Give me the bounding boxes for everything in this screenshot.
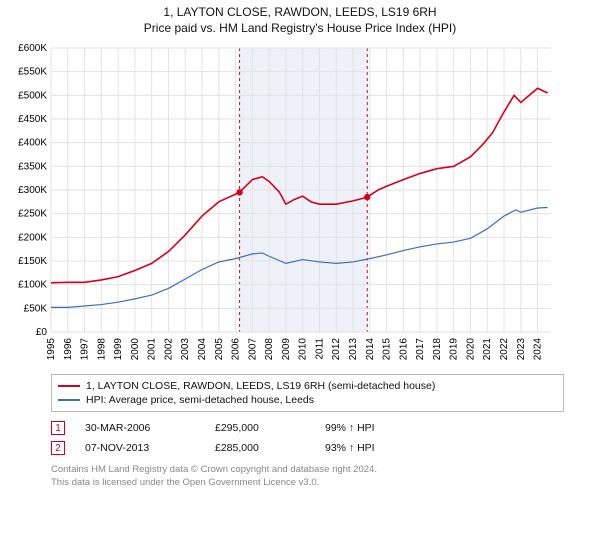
svg-text:£100K: £100K: [18, 280, 47, 291]
svg-text:2004: 2004: [197, 338, 208, 361]
svg-text:£400K: £400K: [18, 138, 47, 149]
svg-text:1997: 1997: [80, 338, 91, 361]
legend-swatch: [58, 399, 80, 401]
svg-text:£600K: £600K: [18, 43, 47, 54]
svg-text:1999: 1999: [113, 338, 124, 361]
svg-text:2016: 2016: [398, 338, 409, 361]
legend-label: HPI: Average price, semi-detached house,…: [86, 394, 314, 406]
transaction-price: £295,000: [215, 422, 305, 434]
svg-text:2021: 2021: [482, 338, 493, 361]
svg-text:2007: 2007: [247, 338, 258, 361]
legend-row: 1, LAYTON CLOSE, RAWDON, LEEDS, LS19 6RH…: [58, 379, 557, 393]
svg-text:1998: 1998: [96, 338, 107, 361]
transaction-marker: 2: [51, 441, 65, 455]
svg-text:£550K: £550K: [18, 67, 47, 78]
svg-text:2011: 2011: [314, 338, 325, 360]
legend-swatch: [58, 385, 80, 387]
svg-text:2003: 2003: [180, 338, 191, 361]
svg-text:2015: 2015: [382, 338, 393, 361]
svg-text:2006: 2006: [231, 338, 242, 361]
svg-text:2001: 2001: [147, 338, 158, 361]
svg-text:£0: £0: [36, 327, 48, 338]
svg-text:1995: 1995: [46, 338, 57, 361]
svg-text:2000: 2000: [130, 338, 141, 361]
svg-text:2014: 2014: [365, 338, 376, 361]
footer-line-1: Contains HM Land Registry data © Crown c…: [51, 464, 564, 477]
svg-text:£200K: £200K: [18, 233, 47, 244]
svg-text:2020: 2020: [465, 338, 476, 361]
transaction-price: £285,000: [215, 442, 305, 454]
svg-text:2002: 2002: [163, 338, 174, 361]
svg-text:2023: 2023: [516, 338, 527, 361]
svg-text:2022: 2022: [499, 338, 510, 361]
svg-text:2012: 2012: [331, 338, 342, 361]
price-chart: £0 £50K £100K £150K £200K £250K £300K £350K £400…: [6, 40, 594, 370]
svg-text:2017: 2017: [415, 338, 426, 361]
legend-label: 1, LAYTON CLOSE, RAWDON, LEEDS, LS19 6RH…: [86, 380, 435, 392]
transaction-date: 30-MAR-2006: [85, 422, 195, 434]
legend-row: HPI: Average price, semi-detached house,…: [58, 393, 557, 407]
svg-text:£500K: £500K: [18, 91, 47, 102]
transaction-row: 2 07-NOV-2013 £285,000 93% ↑ HPI: [51, 438, 564, 458]
svg-text:£250K: £250K: [18, 209, 47, 220]
svg-text:£50K: £50K: [24, 304, 48, 315]
title-line-1: 1, LAYTON CLOSE, RAWDON, LEEDS, LS19 6RH: [6, 4, 594, 20]
svg-text:2010: 2010: [298, 338, 309, 361]
svg-text:2019: 2019: [449, 338, 460, 361]
svg-text:1996: 1996: [63, 338, 74, 361]
svg-text:2005: 2005: [214, 338, 225, 361]
transaction-date: 07-NOV-2013: [85, 442, 195, 454]
transaction-row: 1 30-MAR-2006 £295,000 99% ↑ HPI: [51, 418, 564, 438]
footer: Contains HM Land Registry data © Crown c…: [51, 464, 564, 490]
transaction-hpi: 93% ↑ HPI: [325, 442, 375, 454]
svg-text:2008: 2008: [264, 338, 275, 361]
svg-text:£150K: £150K: [18, 256, 47, 267]
title-line-2: Price paid vs. HM Land Registry's House …: [6, 20, 594, 36]
transaction-marker: 1: [51, 421, 65, 435]
chart-svg: £0 £50K £100K £150K £200K £250K £300K £350K £400…: [6, 40, 566, 370]
svg-text:2013: 2013: [348, 338, 359, 361]
svg-text:£350K: £350K: [18, 162, 47, 173]
transactions-table: 1 30-MAR-2006 £295,000 99% ↑ HPI 2 07-NOV-201…: [51, 418, 564, 458]
svg-text:£450K: £450K: [18, 114, 47, 125]
footer-line-2: This data is licensed under the Open Gov…: [51, 477, 564, 490]
svg-text:2024: 2024: [533, 338, 544, 361]
svg-text:2018: 2018: [432, 338, 443, 361]
svg-text:£300K: £300K: [18, 185, 47, 196]
svg-text:2009: 2009: [281, 338, 292, 361]
chart-title: 1, LAYTON CLOSE, RAWDON, LEEDS, LS19 6RH…: [6, 4, 594, 36]
transaction-hpi: 99% ↑ HPI: [325, 422, 375, 434]
legend: 1, LAYTON CLOSE, RAWDON, LEEDS, LS19 6RH…: [51, 374, 564, 412]
